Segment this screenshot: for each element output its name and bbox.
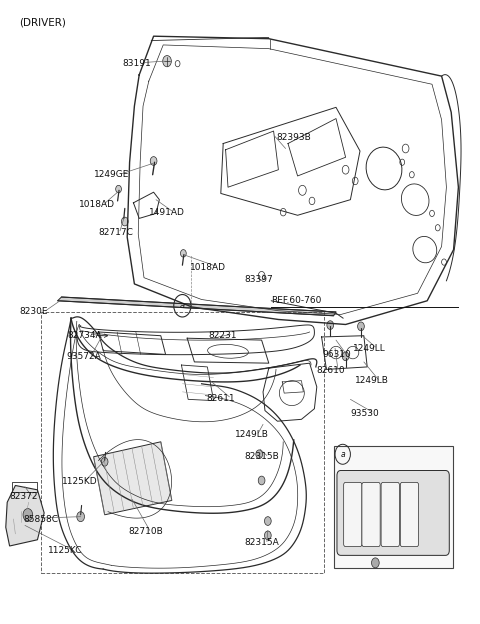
Text: 82710B: 82710B <box>129 527 163 536</box>
FancyBboxPatch shape <box>400 482 419 547</box>
Text: 82610: 82610 <box>317 366 346 375</box>
Text: REF.60-760: REF.60-760 <box>271 296 322 305</box>
Circle shape <box>372 558 379 568</box>
Circle shape <box>116 185 121 193</box>
Bar <box>41 312 324 573</box>
Circle shape <box>342 352 349 361</box>
Text: 1249LB: 1249LB <box>235 430 269 439</box>
Text: 1249GE: 1249GE <box>94 170 129 179</box>
Circle shape <box>163 56 171 67</box>
Text: 8230E: 8230E <box>19 308 48 316</box>
Circle shape <box>77 512 84 522</box>
Circle shape <box>327 321 334 329</box>
Text: 1125KD: 1125KD <box>62 477 98 486</box>
Polygon shape <box>6 485 44 546</box>
Circle shape <box>256 450 263 459</box>
Text: 93570B: 93570B <box>370 495 405 504</box>
Circle shape <box>258 476 265 485</box>
Text: 1125KC: 1125KC <box>48 546 83 555</box>
Text: 82611: 82611 <box>206 394 235 402</box>
Polygon shape <box>58 297 336 316</box>
Text: 82717C: 82717C <box>98 228 133 236</box>
FancyBboxPatch shape <box>337 470 449 555</box>
Text: (DRIVER): (DRIVER) <box>19 17 66 27</box>
Text: 82372: 82372 <box>10 492 38 501</box>
FancyBboxPatch shape <box>381 482 399 547</box>
Text: 1018AD: 1018AD <box>79 200 115 209</box>
Circle shape <box>264 517 271 525</box>
Text: 1018AD: 1018AD <box>190 263 226 271</box>
Circle shape <box>101 457 108 466</box>
Text: 83191: 83191 <box>122 59 151 68</box>
Circle shape <box>358 322 364 331</box>
Text: 82315A: 82315A <box>245 539 279 547</box>
Text: 85858C: 85858C <box>23 515 58 524</box>
FancyBboxPatch shape <box>362 482 380 547</box>
FancyBboxPatch shape <box>344 482 362 547</box>
Circle shape <box>180 250 186 257</box>
Circle shape <box>264 531 271 540</box>
Text: 1243AE: 1243AE <box>346 548 380 557</box>
Text: 82315B: 82315B <box>245 452 279 461</box>
Bar <box>334 446 453 568</box>
Circle shape <box>23 509 33 521</box>
Text: 1249LB: 1249LB <box>355 376 389 385</box>
Text: 82734A: 82734A <box>67 331 102 340</box>
Text: a: a <box>180 301 185 310</box>
Text: 93572A: 93572A <box>66 353 101 361</box>
Polygon shape <box>94 442 172 515</box>
Circle shape <box>150 157 157 165</box>
Text: 82231: 82231 <box>209 331 237 340</box>
Text: 82393B: 82393B <box>276 133 311 142</box>
Text: 1249LL: 1249LL <box>353 344 385 353</box>
Text: 96310: 96310 <box>323 350 351 359</box>
Circle shape <box>121 217 128 226</box>
Text: a: a <box>340 450 345 459</box>
Text: 93530: 93530 <box>350 409 379 417</box>
Text: 1491AD: 1491AD <box>149 208 185 217</box>
Text: 83397: 83397 <box>245 275 274 284</box>
